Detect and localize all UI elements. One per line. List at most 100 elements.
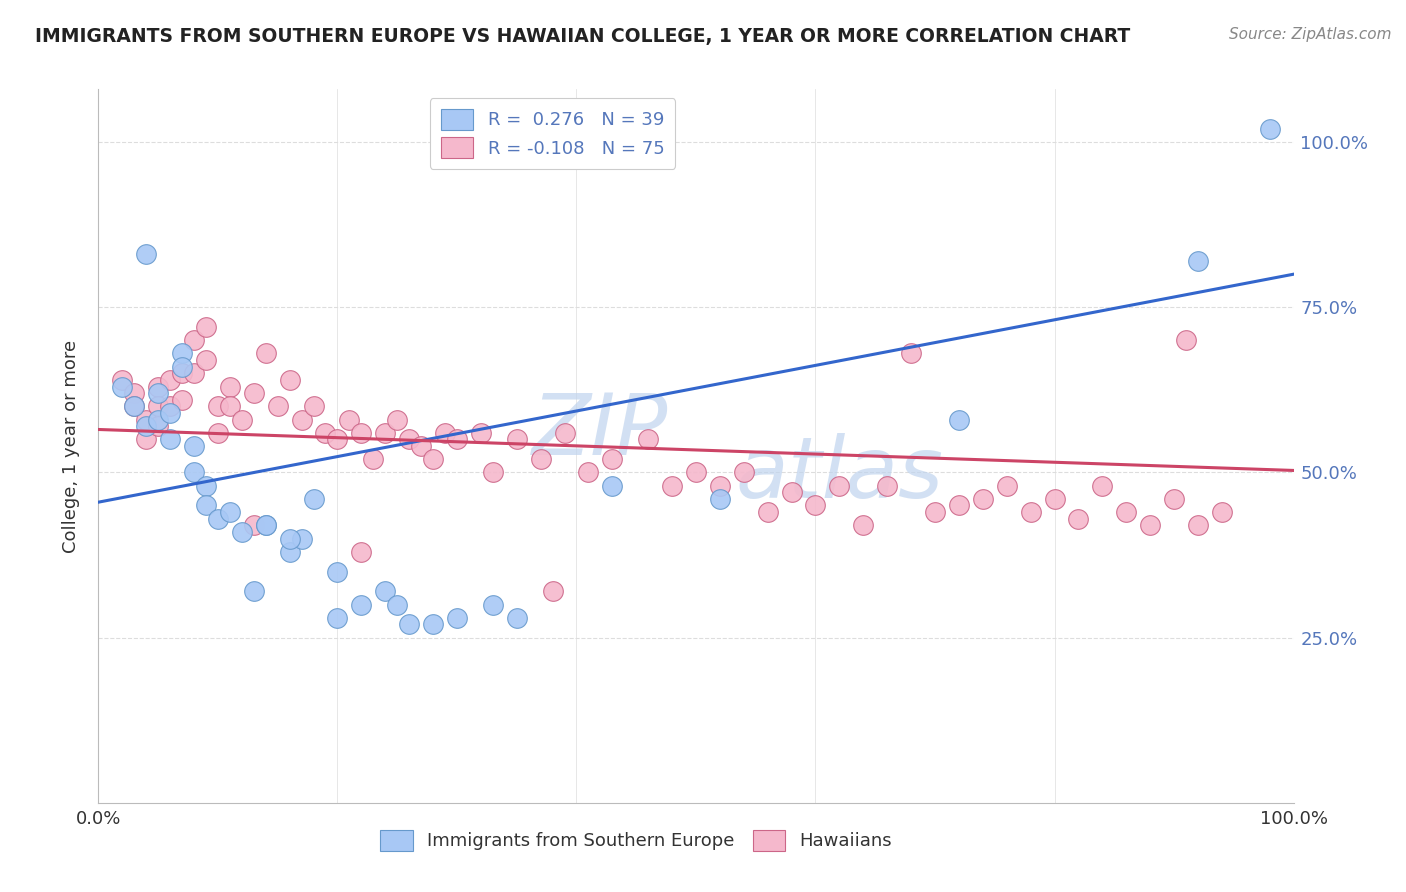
Point [804, 499, 827, 513]
Point [111, 379, 134, 393]
Point [1175, 333, 1198, 347]
Point [219, 505, 242, 519]
Point [207, 425, 229, 440]
Point [948, 412, 970, 426]
Legend: Immigrants from Southern Europe, Hawaiians: Immigrants from Southern Europe, Hawaiia… [373, 822, 900, 858]
Point [1067, 511, 1090, 525]
Point [733, 466, 755, 480]
Point [972, 491, 994, 506]
Point [124, 400, 146, 414]
Point [254, 518, 277, 533]
Point [183, 367, 205, 381]
Point [243, 518, 266, 533]
Point [876, 478, 898, 492]
Point [709, 478, 731, 492]
Point [172, 367, 194, 381]
Point [291, 412, 314, 426]
Point [541, 584, 564, 599]
Point [159, 406, 181, 420]
Point [374, 584, 396, 599]
Point [1211, 505, 1233, 519]
Point [350, 598, 373, 612]
Point [135, 412, 157, 426]
Point [195, 478, 218, 492]
Point [302, 400, 325, 414]
Point [172, 346, 194, 360]
Point [195, 499, 218, 513]
Point [411, 439, 433, 453]
Point [183, 466, 205, 480]
Point [434, 425, 457, 440]
Point [470, 425, 492, 440]
Point [780, 485, 803, 500]
Point [481, 598, 505, 612]
Point [422, 452, 444, 467]
Point [398, 617, 420, 632]
Point [924, 505, 946, 519]
Point [254, 346, 277, 360]
Point [446, 433, 468, 447]
Text: Source: ZipAtlas.com: Source: ZipAtlas.com [1229, 27, 1392, 42]
Point [159, 433, 181, 447]
Point [148, 412, 170, 426]
Point [207, 400, 229, 414]
Point [1163, 491, 1185, 506]
Point [385, 598, 409, 612]
Point [135, 247, 157, 261]
Point [219, 400, 242, 414]
Y-axis label: College, 1 year or more: College, 1 year or more [62, 340, 80, 552]
Point [828, 478, 851, 492]
Point [1115, 505, 1137, 519]
Point [756, 505, 779, 519]
Point [172, 359, 194, 374]
Point [506, 433, 529, 447]
Point [111, 373, 134, 387]
Point [350, 545, 373, 559]
Point [374, 425, 396, 440]
Point [148, 379, 170, 393]
Point [243, 584, 266, 599]
Point [135, 433, 157, 447]
Point [326, 611, 349, 625]
Point [254, 518, 277, 533]
Point [398, 433, 420, 447]
Point [326, 433, 349, 447]
Point [578, 466, 600, 480]
Point [602, 452, 624, 467]
Point [231, 524, 253, 539]
Point [1139, 518, 1161, 533]
Point [385, 412, 409, 426]
Point [1187, 254, 1209, 268]
Text: ZIP: ZIP [533, 390, 668, 474]
Point [709, 491, 731, 506]
Point [1019, 505, 1042, 519]
Point [900, 346, 922, 360]
Point [530, 452, 553, 467]
Point [135, 419, 157, 434]
Point [1187, 518, 1209, 533]
Point [124, 386, 146, 401]
Point [481, 466, 505, 480]
Point [243, 386, 266, 401]
Point [183, 333, 205, 347]
Point [554, 425, 576, 440]
Point [1043, 491, 1066, 506]
Point [422, 617, 444, 632]
Point [124, 400, 146, 414]
Point [148, 400, 170, 414]
Point [661, 478, 683, 492]
Point [685, 466, 707, 480]
Point [278, 532, 301, 546]
Point [602, 478, 624, 492]
Point [350, 425, 373, 440]
Point [637, 433, 659, 447]
Point [183, 439, 205, 453]
Point [159, 400, 181, 414]
Point [159, 373, 181, 387]
Text: IMMIGRANTS FROM SOUTHERN EUROPE VS HAWAIIAN COLLEGE, 1 YEAR OR MORE CORRELATION : IMMIGRANTS FROM SOUTHERN EUROPE VS HAWAI… [35, 27, 1130, 45]
Point [207, 511, 229, 525]
Point [948, 499, 970, 513]
Point [195, 320, 218, 334]
Point [302, 491, 325, 506]
Point [315, 425, 337, 440]
